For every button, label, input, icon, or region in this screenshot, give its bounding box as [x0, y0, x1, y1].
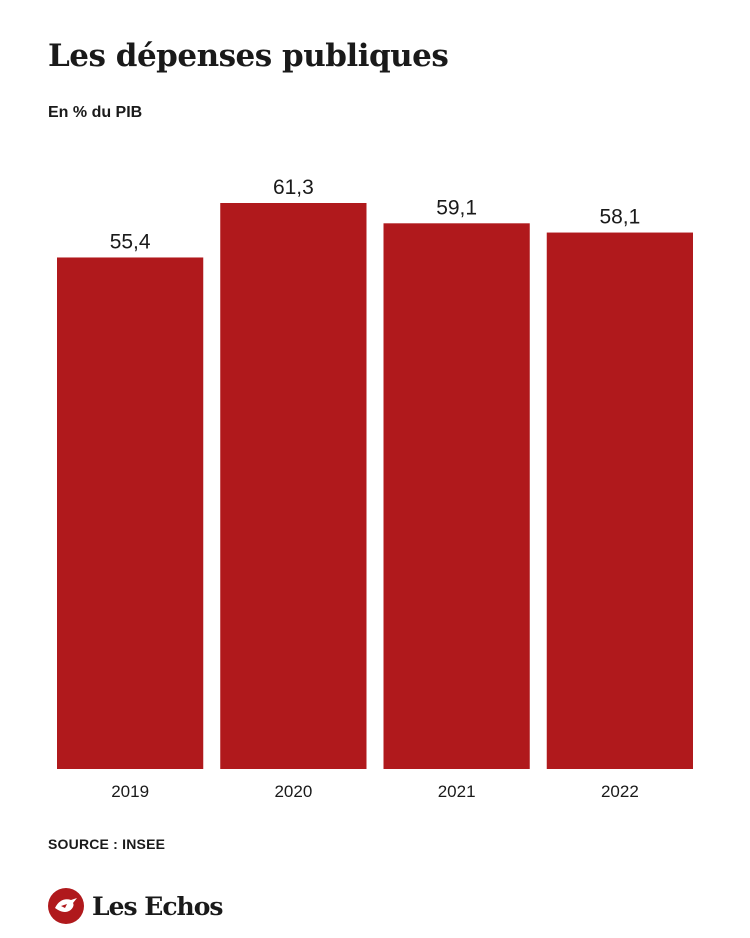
- value-label-2019: 55,4: [110, 230, 151, 253]
- value-label-2020: 61,3: [273, 176, 314, 199]
- x-tick-label-2021: 2021: [438, 782, 476, 801]
- brand-name: Les Echos: [92, 891, 223, 921]
- brand-logo[interactable]: Les Echos: [48, 888, 223, 924]
- source-note: SOURCE : INSEE: [48, 836, 166, 852]
- chart-subtitle: En % du PIB: [48, 104, 143, 121]
- bar-2022: [546, 232, 693, 769]
- x-tick-label-2019: 2019: [111, 782, 149, 801]
- value-label-2022: 58,1: [599, 206, 640, 229]
- les-echos-logo-icon: [48, 888, 84, 924]
- x-tick-label-2020: 2020: [274, 782, 312, 801]
- chart-title: Les dépenses publiques: [48, 38, 449, 74]
- bar-2020: [220, 203, 367, 769]
- bar-2019: [57, 257, 204, 769]
- value-label-2021: 59,1: [436, 196, 477, 219]
- x-tick-label-2022: 2022: [601, 782, 639, 801]
- bar-chart: 55,4 2019 61,3 2020 59,1 2021 58,1 2022: [57, 176, 693, 801]
- bar-2021: [383, 223, 530, 769]
